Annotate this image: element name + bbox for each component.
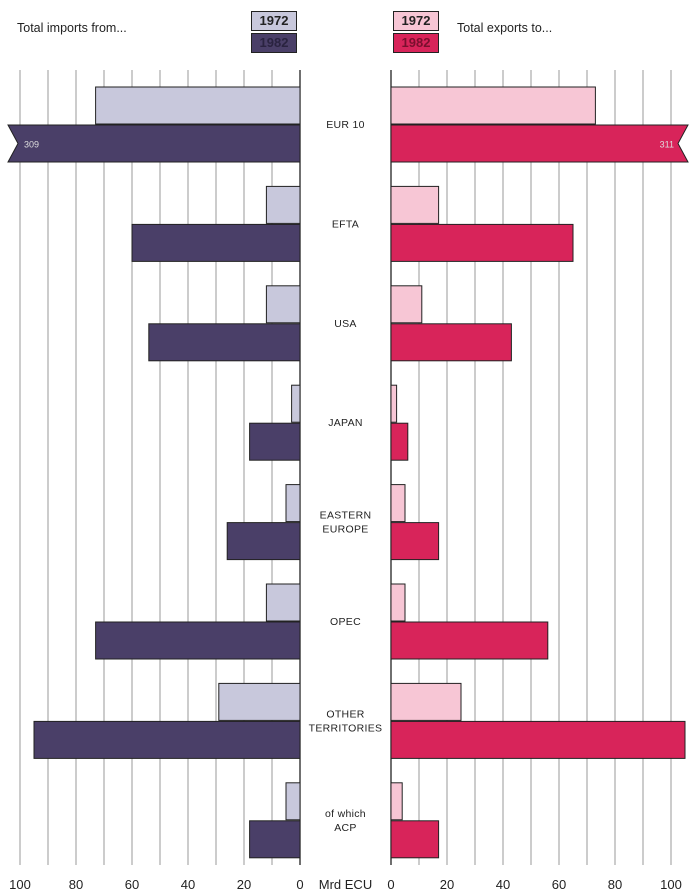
legend-exports-1982: 1982 — [393, 33, 439, 53]
tick-label-right: 0 — [387, 877, 394, 892]
tick-label-right: 60 — [552, 877, 566, 892]
category-label: EFTA — [332, 218, 359, 230]
bar-exports-1982 — [390, 820, 440, 859]
tick-label-left: 60 — [125, 877, 139, 892]
bar-imports-1972 — [265, 583, 301, 622]
tick-label-right: 40 — [496, 877, 510, 892]
bar-exports-1972 — [390, 583, 406, 622]
bar-imports-1982 — [33, 720, 301, 759]
legend-imports-1982: 1982 — [251, 33, 297, 53]
overflow-label-imports: 309 — [24, 140, 39, 150]
bar-exports-1982 — [390, 621, 549, 660]
legend-exports-1972: 1972 — [393, 11, 439, 31]
legend-imports-1972: 1972 — [251, 11, 297, 31]
bar-imports-1972 — [265, 185, 301, 224]
tick-label-right: 100 — [660, 877, 682, 892]
bar-imports-1972 — [218, 682, 301, 721]
category-labels: EUR 10 EFTA USA JAPAN EASTERN EUROPE OPEC OTHER… — [309, 119, 383, 834]
bar-imports-1972 — [265, 285, 301, 324]
tick-label-left: 80 — [69, 877, 83, 892]
category-label: USA — [334, 318, 357, 330]
category-label: OPEC — [330, 616, 361, 628]
category-label: OTHER — [326, 708, 364, 720]
category-label: EUROPE — [322, 524, 368, 536]
category-label: JAPAN — [328, 417, 363, 429]
tick-label-left: 100 — [9, 877, 31, 892]
overflow-label-exports: 311 — [660, 140, 674, 150]
category-label: EUR 10 — [326, 119, 365, 131]
category-label: TERRITORIES — [309, 722, 383, 734]
exports-title: Total exports to... — [457, 21, 553, 35]
bar-exports-1982 — [390, 720, 686, 759]
bar-exports-1972 — [390, 484, 406, 523]
category-label: ACP — [334, 822, 357, 834]
bar-imports-1982 — [148, 323, 301, 362]
tick-label-left: 0 — [296, 877, 303, 892]
tick-label-left: 20 — [237, 877, 251, 892]
imports-title: Total imports from... — [17, 21, 127, 35]
bar-imports-1972 — [291, 384, 301, 423]
bar-exports-1982 — [390, 323, 512, 362]
bar-imports-1972 — [285, 782, 301, 821]
bar-imports-1982 — [131, 223, 301, 262]
tick-label-right: 80 — [608, 877, 622, 892]
bars: 309 311 — [7, 86, 689, 859]
bar-exports-1972 — [390, 384, 398, 423]
bar-exports-1972 — [390, 185, 440, 224]
bar-exports-1972 — [390, 782, 403, 821]
bar-imports-1982 — [95, 621, 301, 660]
bar-imports-1972 — [95, 86, 301, 125]
bar-exports-1972 — [390, 682, 462, 721]
bar-imports-1982 — [226, 522, 301, 561]
category-label: EASTERN — [320, 510, 372, 522]
bar-exports-1982 — [390, 223, 574, 262]
tick-label-left: 40 — [181, 877, 195, 892]
axis-unit-label: Mrd ECU — [319, 877, 372, 892]
bar-exports-1972 — [390, 285, 423, 324]
bar-exports-1982 — [390, 422, 409, 461]
category-label: of which — [325, 808, 366, 820]
bar-imports-1982 — [249, 820, 301, 859]
bar-imports-1982 — [249, 422, 301, 461]
tick-label-right: 20 — [440, 877, 454, 892]
tick-labels: 100 100 80 80 60 60 40 40 20 20 0 0 Mrd ECU — [9, 877, 682, 892]
bar-imports-1982 — [7, 124, 301, 163]
bar-exports-1982 — [390, 522, 440, 561]
bar-imports-1972 — [285, 484, 301, 523]
bar-exports-1972 — [390, 86, 596, 125]
bar-exports-1982 — [390, 124, 689, 163]
